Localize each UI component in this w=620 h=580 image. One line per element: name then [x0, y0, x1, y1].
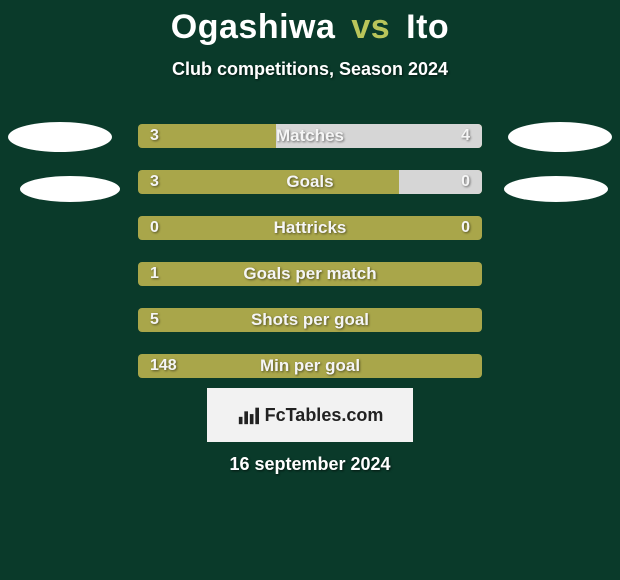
stat-label: Hattricks: [138, 216, 482, 240]
stat-value-left: 148: [150, 354, 177, 378]
stat-value-right: 0: [461, 170, 470, 194]
logo-text: FcTables.com: [265, 405, 384, 426]
stat-value-left: 1: [150, 262, 159, 286]
stat-value-right: 0: [461, 216, 470, 240]
stat-value-left: 3: [150, 170, 159, 194]
stat-row: 5Shots per goal: [138, 308, 482, 332]
stat-row: 30Goals: [138, 170, 482, 194]
stat-label: Min per goal: [138, 354, 482, 378]
subtitle: Club competitions, Season 2024: [0, 59, 620, 80]
player2-name: Ito: [406, 8, 449, 46]
player1-avatar-placeholder: [8, 122, 112, 152]
stat-label: Goals per match: [138, 262, 482, 286]
stat-row: 34Matches: [138, 124, 482, 148]
player1-team-placeholder: [20, 176, 120, 202]
stat-row: 0 0Hattricks: [138, 216, 482, 240]
vs-separator: vs: [351, 8, 390, 46]
stat-fill-right: [276, 124, 482, 148]
stat-value-right: 4: [461, 124, 470, 148]
stat-value-left: 0: [150, 216, 159, 240]
date-label: 16 september 2024: [0, 454, 620, 475]
stat-value-left: 3: [150, 124, 159, 148]
player2-avatar-placeholder: [508, 122, 612, 152]
stat-row: 148Min per goal: [138, 354, 482, 378]
player1-name: Ogashiwa: [171, 8, 336, 46]
stat-label: Shots per goal: [138, 308, 482, 332]
bar-chart-icon: [237, 404, 259, 426]
logo-box: FcTables.com: [207, 388, 413, 442]
player2-team-placeholder: [504, 176, 608, 202]
stats-bars: 34Matches30Goals00Hattricks1Goals per ma…: [138, 124, 482, 400]
comparison-title: Ogashiwa vs Ito: [0, 0, 620, 47]
stat-value-left: 5: [150, 308, 159, 332]
stat-row: 1Goals per match: [138, 262, 482, 286]
